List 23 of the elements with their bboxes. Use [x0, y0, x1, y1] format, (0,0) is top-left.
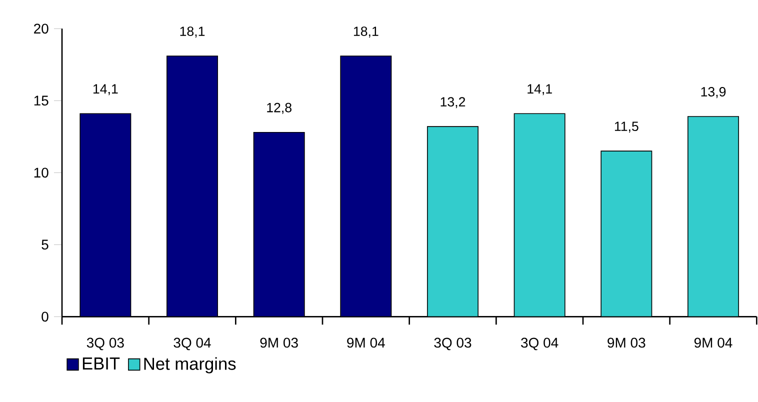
x-tick-label: 9M 03 [608, 338, 646, 348]
data-label: 14,1 [528, 84, 552, 96]
x-tick-label: 3Q 04 [521, 338, 558, 350]
data-label: 18,1 [354, 26, 378, 38]
data-label: 11,5 [614, 122, 638, 133]
data-label: 13,9 [701, 87, 726, 98]
y-tick-label: 20 [34, 24, 48, 34]
data-label: 12,8 [267, 102, 292, 114]
data-label: 18,1 [180, 26, 205, 38]
legend-label: Net margins [144, 357, 236, 374]
x-tick-label: 9M 04 [694, 338, 732, 348]
data-label: 13,2 [440, 97, 466, 108]
y-tick-label: 15 [34, 96, 48, 106]
y-tick-label: 5 [42, 240, 48, 250]
legend-label: EBIT [82, 358, 120, 370]
x-tick-label: 9M 04 [347, 338, 385, 348]
x-tick-label: 3Q 03 [86, 338, 124, 350]
data-label: 14,1 [93, 84, 118, 96]
x-tick-label: 9M 03 [260, 338, 298, 348]
y-tick-label: 10 [34, 168, 48, 178]
y-tick-label: 0 [42, 312, 48, 322]
x-tick-label: 3Q 03 [434, 338, 472, 350]
x-tick-label: 3Q 04 [174, 338, 211, 350]
